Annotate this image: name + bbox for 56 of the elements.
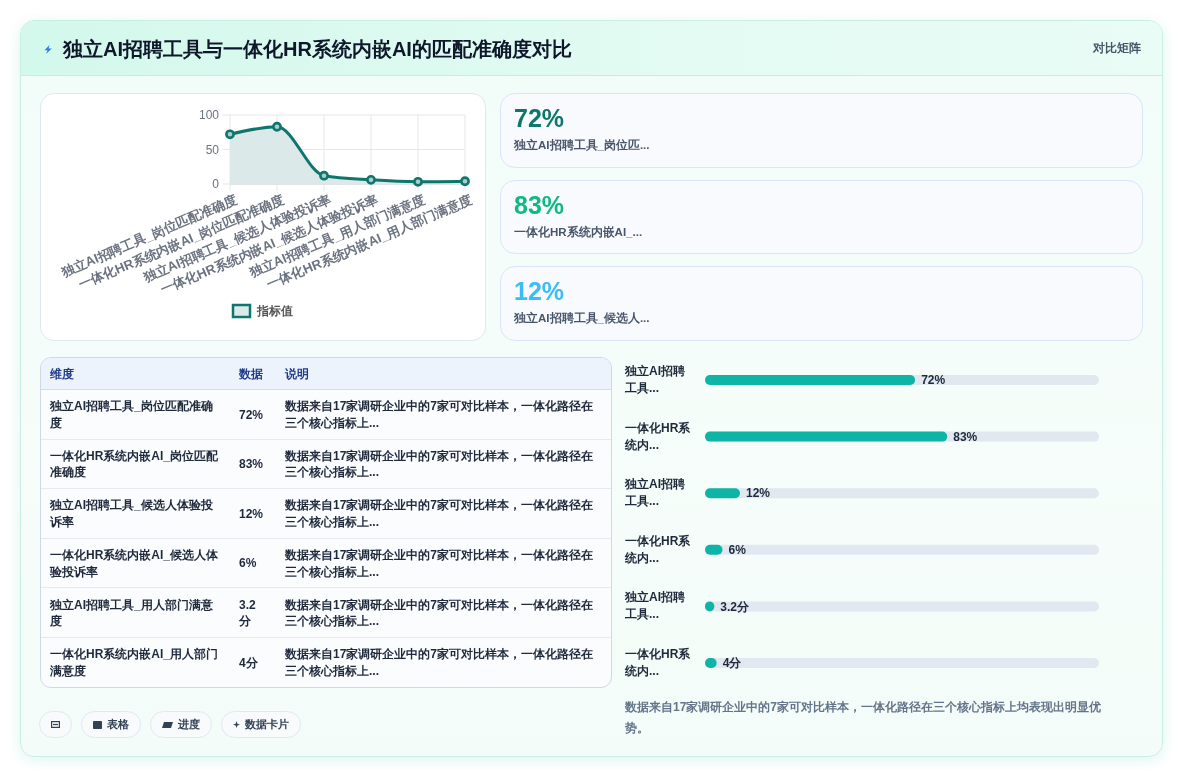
category-label: 说明: [285, 367, 309, 382]
text: 83%: [514, 190, 565, 219]
text: 6%: [239, 555, 257, 572]
text: 72%: [514, 104, 565, 132]
data-label: 3.2分: [720, 599, 751, 614]
data-label: 12%: [746, 486, 771, 501]
y-tick-label: 一体化HR系统内...: [625, 532, 692, 567]
bar: [705, 488, 741, 499]
text: 独立AI招聘工具与一体化HR系统内嵌AI的匹配准确度对比: [63, 38, 572, 60]
y-tick-label: 独立AI招聘工具...: [625, 589, 686, 624]
view-button: 数据卡片: [221, 711, 301, 738]
y-tick-label: 0: [212, 177, 220, 192]
y-tick-label: 50: [205, 142, 220, 157]
text: 对比矩阵: [1093, 41, 1141, 55]
text: 一体化HR系统内嵌AI_用人部门满意度: [50, 646, 219, 680]
point: [225, 129, 235, 140]
text: 一体化HR系统内嵌AI_岗位匹配准确度: [50, 447, 219, 481]
text: 独立AI招聘工具_岗位匹配准确度: [50, 398, 214, 432]
text: 数据来自17家调研企业中的7家可对比样本，一体化路径在三个核心指标上...: [285, 398, 595, 432]
y-tick-label: 100: [198, 108, 220, 123]
text: 数据来自17家调研企业中的7家可对比样本，一体化路径在三个核心指标上...: [285, 447, 595, 481]
text: 独立AI招聘工具_候选人体验投诉率: [50, 497, 214, 531]
point: [413, 176, 423, 187]
y-tick-label: 独立AI招聘工具...: [625, 476, 686, 511]
text: 数据来自17家调研企业中的7家可对比样本，一体化路径在三个核心指标上...: [285, 497, 595, 531]
point: [272, 121, 282, 132]
point: [366, 174, 376, 185]
text: 独立AI招聘工具_用人部门满意度: [50, 596, 214, 630]
category-label: 维度: [50, 366, 74, 382]
text: 一体化HR系统内嵌AI_候选人体验投诉率: [50, 547, 219, 581]
view-button: 进度: [150, 711, 212, 738]
data-label: 83%: [953, 429, 978, 444]
legend-label: 指标值: [256, 304, 293, 319]
text: 12%: [514, 277, 565, 306]
text: 3.2分: [239, 596, 257, 630]
data-label: 72%: [921, 373, 946, 388]
view-button: 表格: [81, 711, 141, 738]
text: 83%: [239, 456, 264, 473]
y-tick-label: 独立AI招聘工具...: [625, 363, 686, 397]
y-tick-label: 一体化HR系统内...: [625, 646, 692, 680]
text: 数据来自17家调研企业中的7家可对比样本，一体化路径在三个核心指标上...: [285, 646, 595, 680]
category-label: 数据: [239, 367, 263, 382]
data-label: 6%: [728, 543, 747, 557]
point: [319, 170, 329, 181]
text: 数据来自17家调研企业中的7家可对比样本，一体化路径在三个核心指标上...: [285, 547, 595, 581]
data-label: 4分: [722, 656, 743, 671]
text: 独立AI招聘工具_岗位匹...: [514, 139, 650, 151]
y-tick-label: 一体化HR系统内...: [625, 419, 692, 454]
text: 4分: [239, 654, 258, 672]
text: 独立AI招聘工具_候选人...: [514, 312, 650, 325]
text: 数据来自17家调研企业中的7家可对比样本，一体化路径在三个核心指标上...: [285, 596, 595, 630]
text: 12%: [239, 505, 264, 523]
point: [460, 176, 470, 187]
text: 一体化HR系统内嵌AI_...: [514, 225, 643, 238]
text: 72%: [239, 406, 264, 424]
text: 数据来自17家调研企业中的7家可对比样本，一体化路径在三个核心指标上均表现出明显优势。: [625, 700, 1102, 735]
